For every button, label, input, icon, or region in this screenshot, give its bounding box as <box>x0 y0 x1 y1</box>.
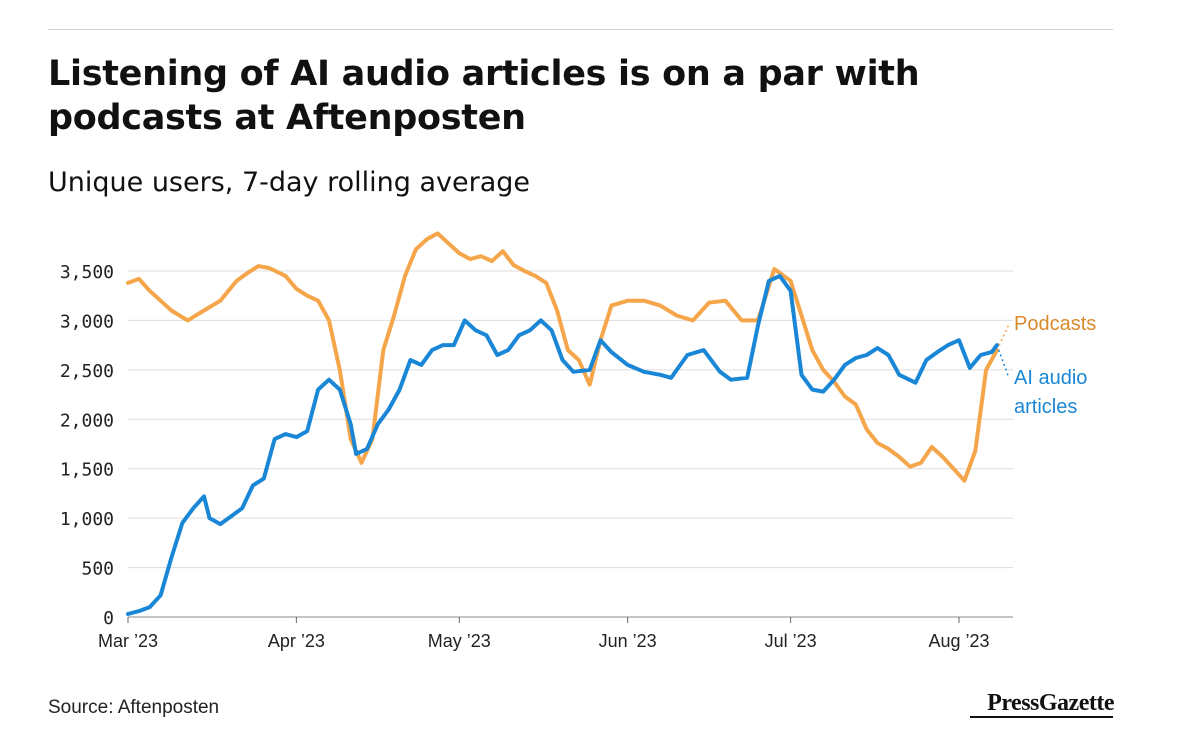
logo-underline <box>970 716 1113 718</box>
series-label: AI audio <box>1014 367 1087 389</box>
press-gazette-logo: PressGazette <box>987 690 1114 716</box>
y-tick-label: 500 <box>81 559 114 580</box>
y-tick-label: 1,000 <box>60 509 114 530</box>
x-tick-label: Jul ’23 <box>765 631 817 651</box>
x-tick-label: Aug ’23 <box>928 631 989 651</box>
series-line <box>126 273 999 616</box>
y-tick-label: 3,000 <box>60 311 114 332</box>
y-tick-label: 1,500 <box>60 460 114 481</box>
series-line <box>126 231 999 483</box>
series-labels: Podcasts AI audio articles <box>996 313 1096 418</box>
label-leader <box>996 323 1010 351</box>
series-lines <box>126 231 999 616</box>
x-axis-ticks: Mar ’23 Apr ’23 May ’23 Jun ’23 Jul ’23 Aug ’… <box>98 617 990 651</box>
series-label: Podcasts <box>1014 313 1096 335</box>
top-rule <box>48 29 1113 30</box>
x-tick-label: Jun ’23 <box>599 631 657 651</box>
x-tick-label: Mar ’23 <box>98 631 158 651</box>
x-tick-label: May ’23 <box>428 631 491 651</box>
chart-title: Listening of AI audio articles is on a p… <box>48 54 920 138</box>
source-note: Source: Aftenposten <box>48 697 220 718</box>
y-tick-label: 3,500 <box>60 262 114 283</box>
y-tick-label: 2,500 <box>60 361 114 382</box>
chart-subtitle: Unique users, 7-day rolling average <box>48 167 531 198</box>
x-tick-label: Apr ’23 <box>268 631 325 651</box>
y-axis-ticks: 0 500 1,000 1,500 2,000 2,500 3,000 3,500 <box>60 262 114 629</box>
series-label: articles <box>1014 396 1077 418</box>
y-tick-label: 2,000 <box>60 410 114 431</box>
y-tick-label: 0 <box>103 608 114 629</box>
label-leader <box>996 344 1010 379</box>
